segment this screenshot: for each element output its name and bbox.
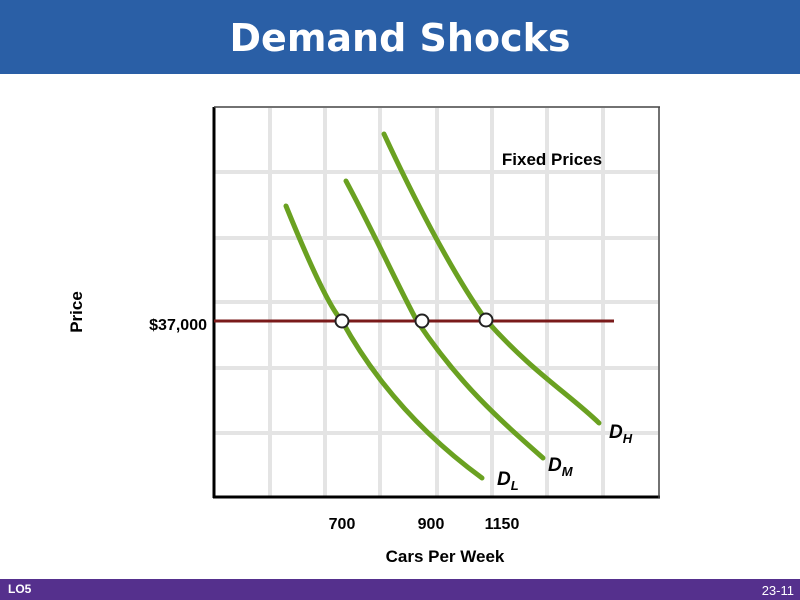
- slide-title: Demand Shocks: [229, 16, 571, 60]
- fixed-prices-annotation: Fixed Prices: [502, 150, 602, 169]
- curve-label-dm: DM: [548, 455, 574, 479]
- curve-label-dl: DL: [497, 469, 519, 493]
- curve-label-dh: DH: [609, 422, 633, 446]
- equilibrium-points: [334, 312, 494, 329]
- x-axis-label: Cars Per Week: [386, 547, 505, 566]
- y-axis-label: Price: [67, 291, 86, 333]
- equilibrium-point-l: [334, 313, 350, 329]
- page-number: 23-11: [761, 583, 794, 598]
- demand-curves: [283, 131, 602, 481]
- price-tick-label: $37,000: [149, 317, 207, 334]
- grid: [215, 108, 658, 496]
- title-bar: [0, 0, 800, 74]
- equilibrium-point-m: [414, 313, 430, 329]
- equilibrium-point-h: [478, 312, 494, 328]
- footer-bar: [0, 579, 800, 600]
- learning-objective-label: LO5: [8, 582, 32, 596]
- x-tick-700: 700: [329, 516, 356, 533]
- x-tick-1150: 1150: [485, 516, 520, 533]
- x-tick-900: 900: [418, 516, 445, 533]
- demand-curve-low: [283, 203, 485, 481]
